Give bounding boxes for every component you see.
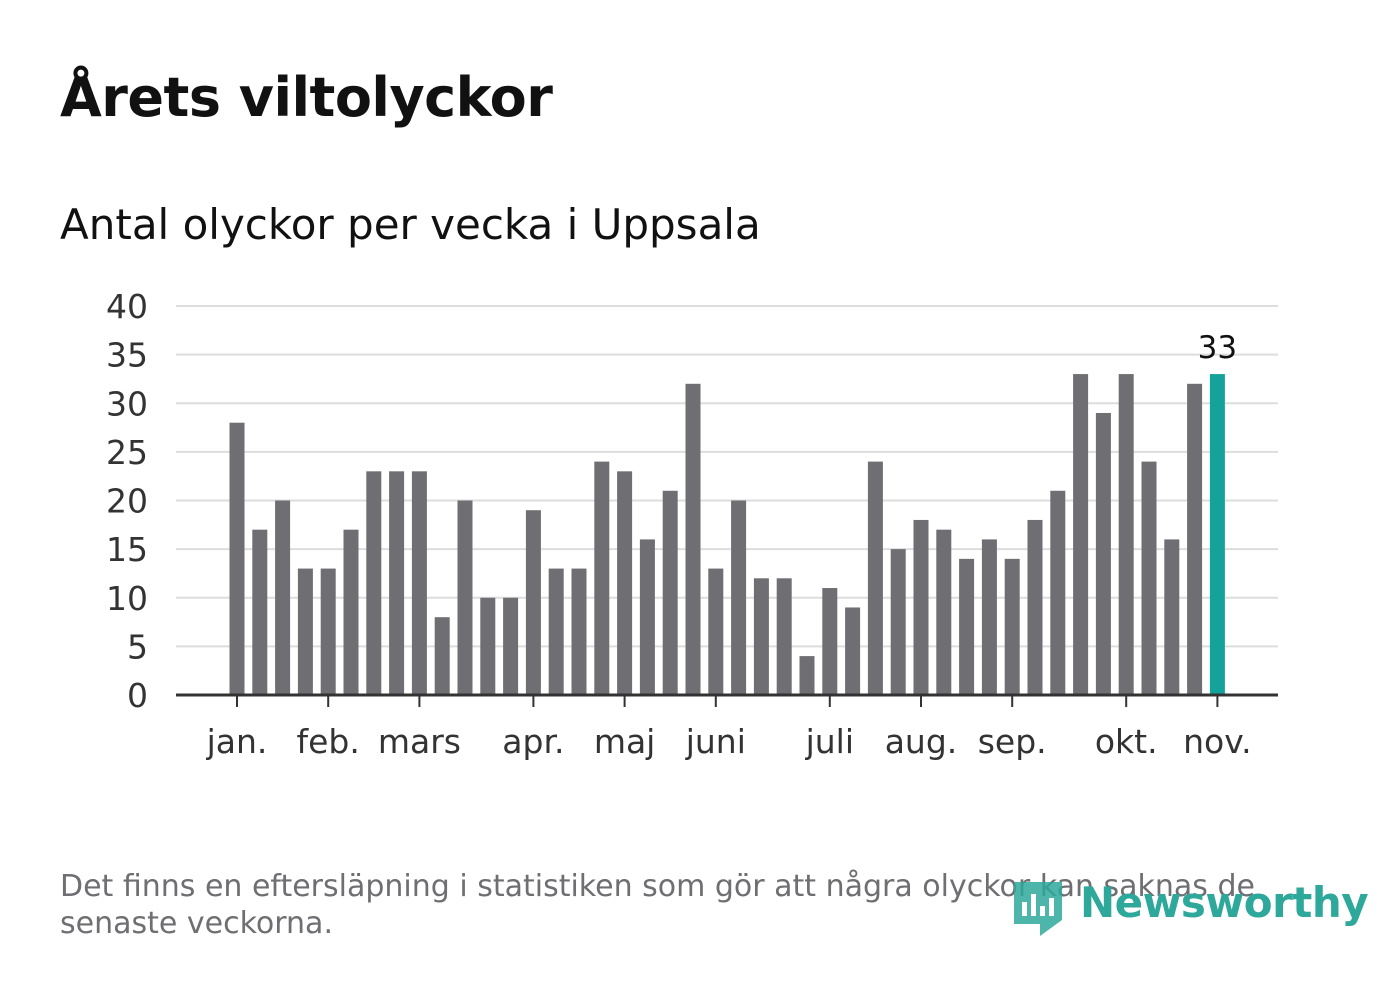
bar <box>1073 374 1089 695</box>
bar <box>343 529 359 695</box>
bar <box>639 539 655 695</box>
x-tick-label: aug. <box>885 722 958 761</box>
bar <box>913 519 929 695</box>
x-tick-label: mars <box>378 722 461 761</box>
bar <box>480 597 496 695</box>
x-tick-label: apr. <box>502 722 564 761</box>
bar <box>1118 374 1134 695</box>
bar <box>845 607 861 695</box>
y-tick-label: 5 <box>127 627 148 666</box>
bar <box>959 558 975 695</box>
bar <box>890 549 906 695</box>
bar <box>1187 383 1203 695</box>
y-tick-label: 0 <box>127 676 148 715</box>
x-tick-label: okt. <box>1095 722 1158 761</box>
newsworthy-logo: Newsworthy <box>1010 872 1369 942</box>
bar <box>1027 519 1043 695</box>
bar-highlight <box>1209 374 1225 695</box>
bar <box>434 617 450 695</box>
bar <box>1141 461 1157 695</box>
bar <box>731 500 747 695</box>
bar <box>685 383 701 695</box>
x-tick-label: maj <box>594 722 656 761</box>
bar <box>229 422 245 695</box>
bar <box>503 597 519 695</box>
y-tick-label: 40 <box>106 287 148 326</box>
bar <box>275 500 291 695</box>
y-tick-label: 35 <box>106 336 148 375</box>
bar <box>617 471 633 695</box>
y-tick-label: 15 <box>106 530 148 569</box>
bar <box>571 568 587 695</box>
bar <box>457 500 473 695</box>
newsworthy-logo-icon <box>1014 882 1062 936</box>
x-tick-label: nov. <box>1183 722 1252 761</box>
x-tick-label: juni <box>685 722 746 761</box>
bar <box>297 568 313 695</box>
x-tick-label: jan. <box>206 722 268 761</box>
y-tick-label: 25 <box>106 433 148 472</box>
bar <box>320 568 336 695</box>
y-tick-label: 20 <box>106 482 148 521</box>
bar <box>366 471 382 695</box>
highlight-value-label: 33 <box>1198 330 1237 366</box>
bar <box>822 588 838 695</box>
y-tick-label: 30 <box>106 384 148 423</box>
bar <box>389 471 405 695</box>
bar <box>411 471 427 695</box>
bar <box>936 529 952 695</box>
bar <box>867 461 883 695</box>
chart-subtitle: Antal olyckor per vecka i Uppsala <box>60 200 761 249</box>
y-tick-label: 10 <box>106 579 148 618</box>
bar <box>525 510 541 695</box>
chart-title: Årets viltolyckor <box>60 66 553 129</box>
bar <box>799 656 815 695</box>
bar <box>252 529 268 695</box>
newsworthy-logo-text: Newsworthy <box>1080 878 1369 927</box>
bar <box>753 578 769 695</box>
bar <box>776 578 792 695</box>
x-tick-label: sep. <box>978 722 1047 761</box>
x-tick-label: feb. <box>297 722 360 761</box>
bar <box>1164 539 1180 695</box>
bar <box>981 539 997 695</box>
x-tick-label: juli <box>805 722 854 761</box>
bar <box>662 490 678 695</box>
bar <box>548 568 564 695</box>
bar <box>1004 558 1020 695</box>
bar <box>1095 412 1111 695</box>
bar <box>708 568 724 695</box>
bar <box>594 461 610 695</box>
bar <box>1050 490 1066 695</box>
